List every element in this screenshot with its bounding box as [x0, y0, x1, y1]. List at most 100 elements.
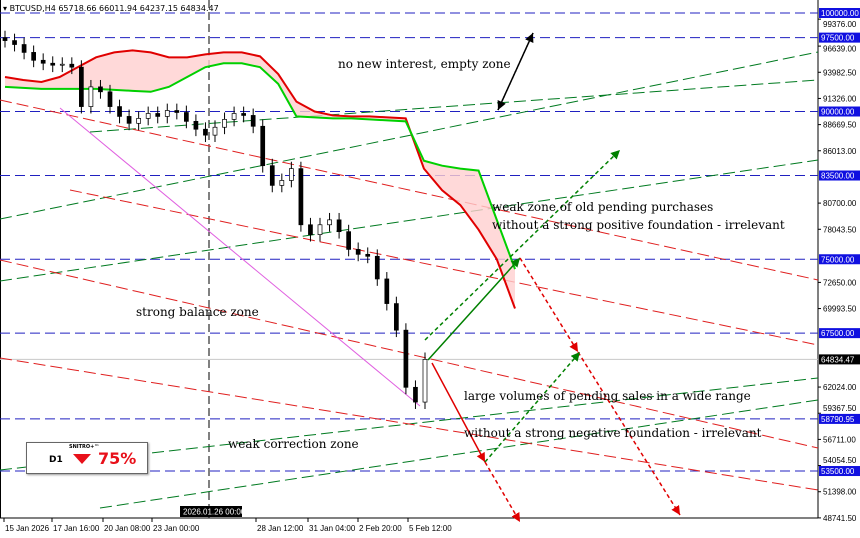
price-level-label: 97500.00 — [821, 34, 855, 43]
trend-line — [0, 259, 819, 449]
candle-body — [327, 219, 332, 226]
trend-line — [99, 399, 819, 509]
trend-line — [0, 51, 819, 220]
y-tick-label: 80700.00 — [823, 199, 857, 208]
scenario-arrow — [427, 257, 521, 361]
candle-body — [88, 86, 94, 107]
scenario-arrow — [484, 351, 581, 463]
candle-body — [394, 303, 399, 331]
price-level-label-bg — [819, 32, 860, 43]
y-tick-label: 56711.00 — [823, 435, 856, 444]
y-tick-label: 93982.50 — [823, 68, 857, 77]
candle-body — [289, 168, 294, 181]
x-tick-label: 23 Jan 00:00 — [153, 524, 200, 533]
price-level-label-bg — [819, 106, 860, 117]
price-level-label-bg — [819, 170, 860, 181]
candle-body — [193, 120, 199, 130]
candle-body — [269, 165, 275, 186]
annotation-balance: strong balance zone — [136, 305, 259, 319]
candle-body — [145, 113, 151, 119]
x-tick-label: 31 Jan 04:00 — [309, 524, 356, 533]
candle-body — [212, 126, 218, 136]
candle-body — [241, 113, 246, 116]
ohlc-values: 65718.66 66011.94 64237.15 64834.47 — [58, 4, 219, 13]
trend-line — [89, 79, 819, 133]
y-tick-label: 78043.50 — [823, 225, 857, 234]
price-level-label-bg — [819, 413, 860, 424]
trend-line — [0, 357, 819, 491]
symbol-label: BTCUSD,H4 — [9, 4, 56, 13]
candle-body — [298, 168, 304, 226]
candle-body — [107, 91, 113, 107]
candle-body — [126, 116, 132, 124]
candle-body — [279, 180, 285, 186]
candle-body — [79, 66, 84, 107]
annotation-correction: weak correction zone — [228, 437, 359, 451]
cloud-span-a — [4, 49, 516, 309]
badge-percent: 75% — [98, 449, 137, 468]
annotation-empty-zone: no new interest, empty zone — [338, 57, 511, 71]
signal-badge: D1 SNITRO+™ 75% — [26, 442, 148, 474]
crosshair-time-bg — [180, 506, 242, 517]
candle-body — [355, 249, 361, 255]
chart-header: ▾ BTCUSD,H4 65718.66 66011.94 64237.15 6… — [3, 4, 219, 13]
candle-body — [384, 278, 390, 304]
trend-line — [69, 189, 819, 346]
x-tick-label: 15 Jan 2026 — [5, 524, 50, 533]
scenario-arrow — [431, 362, 486, 463]
trend-line — [0, 159, 819, 282]
candle-body — [308, 224, 313, 235]
y-tick-label: 69993.50 — [823, 305, 857, 314]
scenario-arrow — [519, 257, 579, 353]
crosshair-time-label: 2026.01.26 00:00 — [183, 508, 246, 517]
price-level-label-bg — [819, 254, 860, 265]
scenario-arrow — [484, 461, 521, 523]
candle-body — [403, 329, 409, 388]
price-level-label: 67500.00 — [821, 329, 855, 338]
trend-line — [0, 99, 819, 281]
candle-body — [40, 59, 46, 64]
candle-body — [59, 63, 65, 66]
current-price-label-bg — [819, 354, 860, 365]
y-tick-label: 96639.00 — [823, 45, 857, 54]
x-tick-label: 17 Jan 16:00 — [53, 524, 100, 533]
current-price-label: 64834.47 — [821, 355, 855, 364]
candle-body — [231, 113, 237, 120]
candle-body — [250, 115, 256, 127]
y-tick-label: 72650.00 — [823, 278, 857, 287]
candle-body — [50, 62, 56, 66]
candle-body — [222, 119, 227, 128]
candle-body — [174, 110, 180, 113]
price-level-label: 53500.00 — [821, 467, 855, 476]
candle-body — [365, 253, 371, 257]
annotation-weak-purchases_2: without a strong positive foundation - i… — [492, 218, 785, 232]
annotation-sales-2: without a strong negative foundation - i… — [464, 426, 762, 440]
badge-name: SNITRO+™ — [69, 444, 100, 450]
candle-body — [346, 231, 351, 250]
annotation-weak-purchases_1: weak zone of old pending purchases — [492, 200, 713, 214]
candle-body — [413, 386, 418, 403]
candle-body — [184, 112, 189, 122]
y-tick-label: 51398.00 — [823, 488, 857, 497]
down-arrow-icon — [73, 454, 91, 464]
y-tick-label: 99376.00 — [823, 20, 857, 29]
scenario-arrow — [424, 149, 621, 341]
y-tick-label: 54054.50 — [823, 456, 857, 465]
candle-body — [31, 52, 36, 61]
annotation-sales-1: large volumes of pending sales in a wide… — [464, 389, 751, 403]
x-tick-label: 20 Jan 08:00 — [104, 524, 151, 533]
x-tick-label: 5 Feb 12:00 — [409, 524, 452, 533]
candle-body — [336, 219, 342, 233]
y-tick-label: 48741.50 — [823, 514, 857, 523]
candle-body — [69, 63, 75, 68]
candle-body — [155, 113, 161, 117]
price-level-label: 75000.00 — [821, 255, 855, 264]
price-level-label: 90000.00 — [821, 108, 855, 117]
scenario-arrow — [497, 32, 534, 111]
dropdown-arrow-icon[interactable]: ▾ — [3, 4, 8, 13]
candle-body — [317, 224, 323, 235]
y-tick-label: 59367.50 — [823, 404, 857, 413]
price-level-label-bg — [819, 466, 860, 477]
